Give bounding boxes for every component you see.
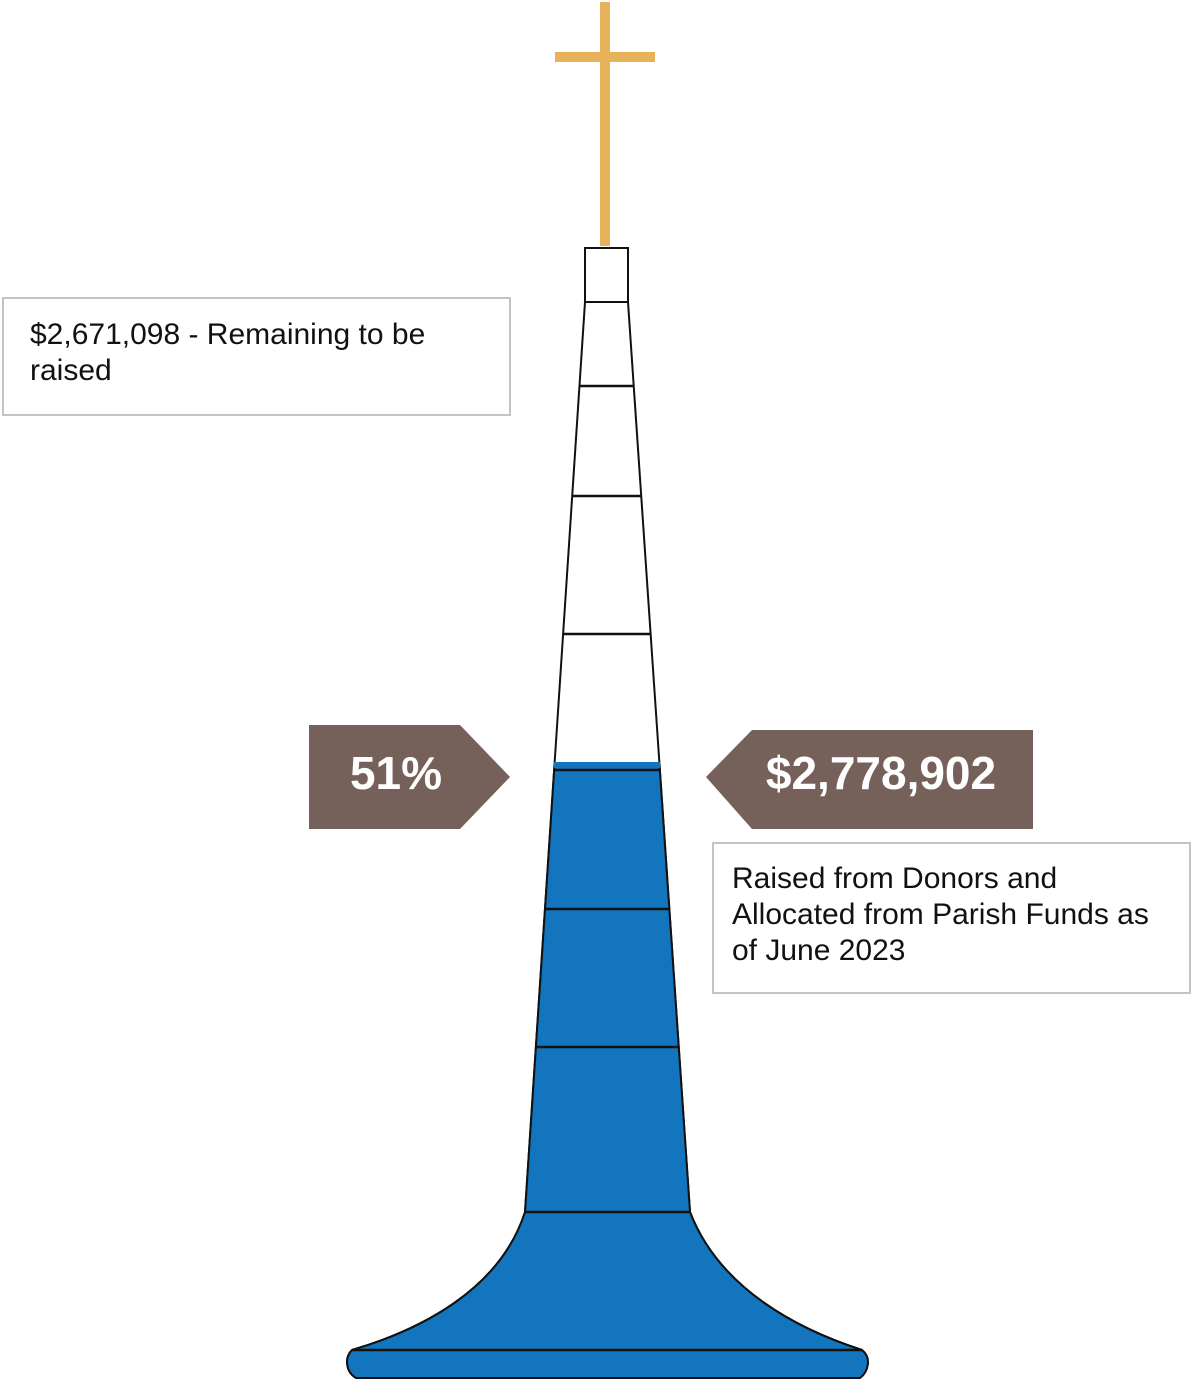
steeple-top xyxy=(584,247,629,303)
fill-top xyxy=(554,762,660,768)
cross-horizontal xyxy=(555,52,655,62)
raised-box: Raised from Donors and Allocated from Pa… xyxy=(712,842,1191,994)
raised-text: Raised from Donors and Allocated from Pa… xyxy=(732,862,1149,967)
steeple xyxy=(346,2,869,1379)
percent-badge-shape xyxy=(309,725,510,829)
band-lines xyxy=(352,384,862,1352)
progress-fill xyxy=(346,764,869,1379)
raised-badge-shape xyxy=(706,730,1033,829)
percent-badge: 51% xyxy=(350,747,442,799)
remaining-box: $2,671,098 - Remaining to be raised xyxy=(2,297,511,416)
raised-badge: $2,778,902 xyxy=(766,747,996,799)
cross-vertical xyxy=(600,2,610,246)
remaining-text: $2,671,098 - Remaining to be raised xyxy=(30,318,426,387)
